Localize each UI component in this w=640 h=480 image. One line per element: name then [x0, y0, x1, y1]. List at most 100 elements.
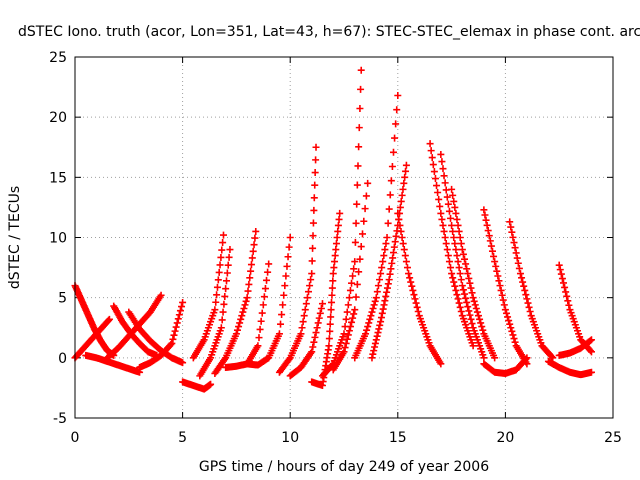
data-point: [176, 307, 184, 315]
data-point: [438, 215, 446, 223]
data-point: [254, 342, 262, 350]
data-point: [451, 282, 459, 290]
data-point: [491, 354, 499, 362]
data-point: [435, 195, 443, 203]
data-point: [279, 301, 287, 309]
x-tick-label: 10: [281, 430, 299, 446]
data-point: [442, 240, 450, 248]
data-point: [406, 274, 414, 282]
data-point: [384, 280, 392, 288]
data-point: [430, 168, 438, 176]
data-point: [213, 291, 221, 299]
data-point: [371, 339, 379, 347]
data-point: [171, 327, 179, 335]
data-point: [436, 202, 444, 210]
data-point: [237, 315, 245, 323]
data-point: [463, 298, 471, 306]
data-point: [467, 284, 475, 292]
data-point: [370, 347, 378, 355]
data-point: [438, 158, 446, 166]
data-point: [386, 270, 394, 278]
data-point: [261, 285, 269, 293]
data-point: [481, 211, 489, 219]
data-point: [373, 332, 381, 340]
data-point: [497, 286, 505, 294]
data-point: [309, 219, 317, 227]
data-point: [311, 181, 319, 189]
data-point: [483, 221, 491, 229]
data-point: [459, 286, 467, 294]
x-axis-label: GPS time / hours of day 249 of year 2006: [199, 459, 489, 475]
series-21: [394, 209, 445, 368]
data-point: [280, 291, 288, 299]
data-point: [352, 219, 360, 227]
data-point: [458, 246, 466, 254]
data-point: [525, 303, 533, 311]
data-point: [393, 106, 401, 114]
data-point: [482, 216, 490, 224]
x-tick-label: 20: [496, 430, 514, 446]
series-8: [179, 378, 215, 393]
data-point: [223, 277, 231, 285]
data-point: [449, 227, 457, 235]
data-point: [453, 291, 461, 299]
data-point: [357, 243, 365, 251]
data-point: [451, 240, 459, 248]
grid: [75, 57, 613, 418]
data-point: [343, 335, 351, 343]
data-point: [439, 221, 447, 229]
data-point: [242, 297, 250, 305]
data-point: [427, 147, 435, 155]
data-point: [453, 252, 461, 260]
x-tick-label: 15: [389, 430, 407, 446]
data-point: [351, 306, 359, 314]
data-point: [524, 299, 532, 307]
data-point: [368, 354, 376, 362]
data-point: [333, 234, 341, 241]
data-point: [450, 278, 458, 286]
data-point: [363, 326, 371, 334]
data-point: [374, 282, 382, 290]
data-point: [394, 209, 402, 217]
data-point: [449, 274, 457, 282]
data-point: [345, 327, 353, 335]
data-point: [388, 163, 396, 171]
series-20: [368, 161, 410, 362]
data-point: [522, 355, 530, 363]
data-point: [326, 320, 334, 328]
data-point: [564, 297, 572, 305]
data-point: [399, 185, 407, 193]
data-point: [219, 239, 227, 247]
data-point: [378, 309, 386, 317]
data-point: [433, 182, 441, 190]
data-point: [586, 337, 594, 345]
data-point: [256, 325, 264, 333]
series-13: [243, 234, 294, 369]
data-point: [223, 269, 231, 277]
y-tick-label: 15: [49, 170, 67, 186]
data-point: [462, 294, 470, 302]
data-point: [236, 319, 244, 327]
data-point: [362, 330, 370, 338]
data-point: [397, 197, 405, 205]
data-point: [402, 167, 410, 175]
data-point: [458, 282, 466, 290]
data-point: [485, 232, 493, 240]
data-point: [380, 252, 388, 260]
series-18: [329, 179, 372, 374]
data-point: [426, 140, 434, 148]
series-25: [480, 206, 531, 368]
data-point: [555, 261, 563, 269]
data-point: [343, 308, 351, 316]
data-point: [377, 270, 385, 278]
data-point: [318, 300, 326, 308]
data-point: [467, 315, 475, 323]
data-point: [486, 237, 494, 245]
series-30: [555, 336, 595, 359]
data-point: [353, 200, 361, 208]
data-point: [395, 215, 403, 223]
data-point: [377, 314, 385, 322]
data-point: [328, 298, 336, 306]
